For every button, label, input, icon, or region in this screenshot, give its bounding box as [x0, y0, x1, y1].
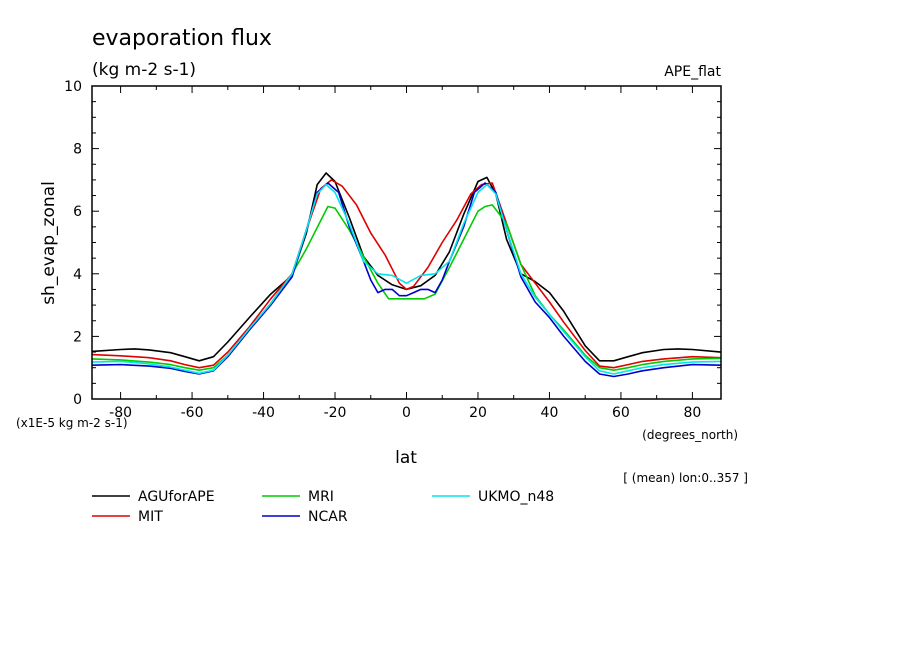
series-line-mit — [91, 179, 722, 369]
y-tick-label: 0 — [73, 392, 82, 408]
series-line-ncar — [91, 182, 722, 378]
plot-area — [91, 172, 722, 378]
legend-label-mri: MRI — [308, 489, 334, 505]
axes: -80 -60 -40 -20 0 20 40 60 80 0 2 4 6 8 10 — [64, 79, 721, 421]
legend-label-mit: MIT — [138, 509, 163, 525]
y-scale-note: (x1E-5 kg m-2 s-1) — [16, 416, 128, 430]
x-tick-label: -40 — [252, 405, 275, 421]
experiment-label: APE_flat — [664, 64, 721, 80]
x-tick-label: 40 — [541, 405, 559, 421]
x-tick-label: 0 — [402, 405, 411, 421]
x-tick-label: -60 — [181, 405, 204, 421]
x-tick-label: -80 — [109, 405, 132, 421]
y-tick-label: 2 — [73, 329, 82, 345]
y-tick-label: 8 — [73, 142, 82, 158]
chart-title: evaporation flux — [92, 26, 272, 51]
y-tick-label: 4 — [73, 267, 82, 283]
series-line-ukmo-n48 — [91, 183, 722, 375]
x-tick-label: 80 — [683, 405, 701, 421]
x-tick-label: -20 — [324, 405, 347, 421]
legend: AGUforAPE MIT MRI NCAR UKMO_n48 — [92, 489, 554, 525]
x-axis-label: lat — [395, 448, 417, 468]
series-line-aguforape — [91, 172, 722, 362]
plot-frame — [91, 85, 722, 400]
y-tick-label: 6 — [73, 204, 82, 220]
averaging-note: [ (mean) lon:0..357 ] — [623, 471, 748, 485]
chart-subtitle: (kg m-2 s-1) — [92, 60, 196, 80]
y-axis-label: sh_evap_zonal — [39, 181, 59, 305]
x-units-label: (degrees_north) — [642, 428, 738, 442]
x-tick-label: 20 — [469, 405, 487, 421]
legend-label-aguforape: AGUforAPE — [138, 489, 215, 505]
series-line-mri — [91, 204, 722, 372]
y-tick-label: 10 — [64, 79, 82, 95]
legend-label-ncar: NCAR — [308, 509, 348, 525]
legend-label-ukmo-n48: UKMO_n48 — [478, 489, 554, 505]
x-tick-label: 60 — [612, 405, 630, 421]
